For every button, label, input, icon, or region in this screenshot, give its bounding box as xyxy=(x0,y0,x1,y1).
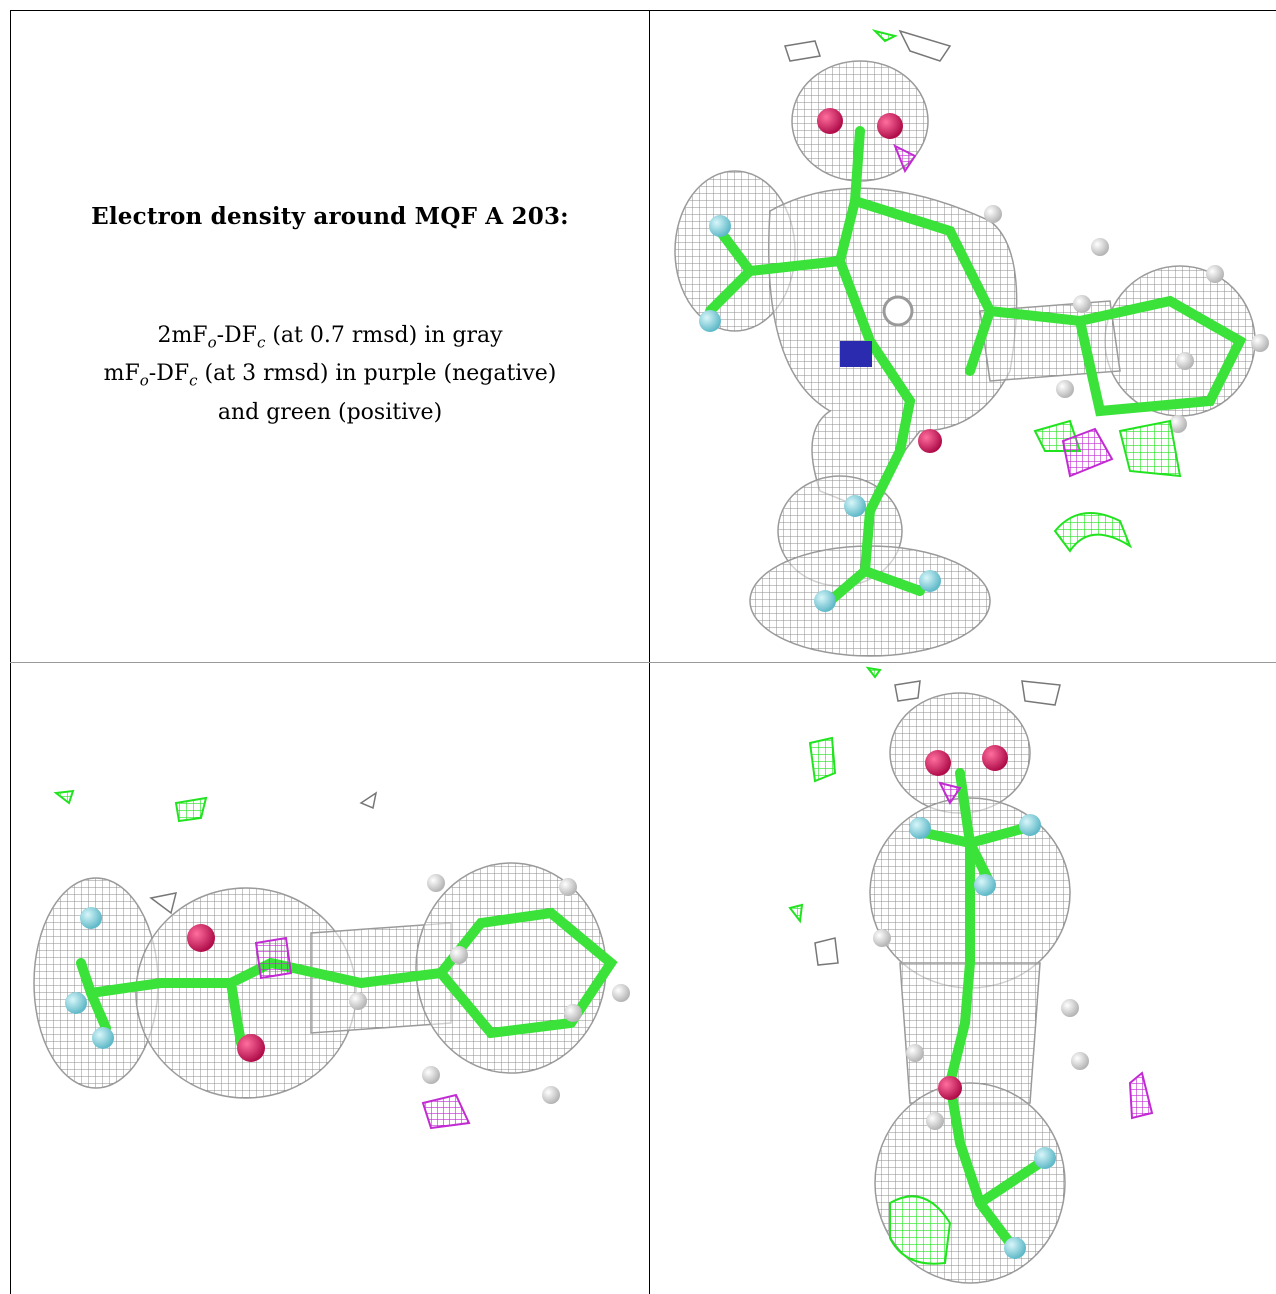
fluorine-atom xyxy=(699,310,721,332)
oxygen-atom xyxy=(982,745,1008,771)
hydrogen-atom xyxy=(427,874,445,892)
oxygen-atom xyxy=(187,924,215,952)
fluorine-atom xyxy=(919,570,941,592)
hydrogen-atom xyxy=(349,992,367,1010)
density-map-top xyxy=(650,11,1276,662)
legend-line-positive: and green (positive) xyxy=(10,397,650,428)
fluorine-atom xyxy=(1034,1147,1056,1169)
hydrogen-atom xyxy=(1061,999,1079,1017)
fluorine-atom xyxy=(1019,814,1041,836)
hydrogen-atom xyxy=(564,1004,582,1022)
hydrogen-atom xyxy=(450,946,468,964)
fluorine-atom xyxy=(1004,1237,1026,1259)
hydrogen-atom xyxy=(559,878,577,896)
gray-density-mesh xyxy=(675,61,1255,656)
hydrogen-atom xyxy=(612,984,630,1002)
fluorine-atom xyxy=(709,215,731,237)
oxygen-atom xyxy=(877,113,903,139)
fluorine-atom xyxy=(844,495,866,517)
hydrogen-atom xyxy=(1056,380,1074,398)
fluorine-atom xyxy=(92,1027,114,1049)
stray-gray-mesh xyxy=(785,31,950,61)
gray-density-mesh xyxy=(34,863,606,1098)
panel-front-view xyxy=(650,663,1276,1294)
caption-cell: Electron density around MQF A 203: 2mFo-… xyxy=(10,0,650,660)
fluorine-atom xyxy=(814,590,836,612)
hydrogen-atom xyxy=(984,205,1002,223)
hydrogen-atom xyxy=(1073,295,1091,313)
hydrogen-atom xyxy=(1176,352,1194,370)
hydrogen-atom xyxy=(422,1066,440,1084)
legend-line-difference: mFo-DFc (at 3 rmsd) in purple (negative) xyxy=(10,358,650,396)
oxygen-atom xyxy=(918,429,942,453)
hydrogen-atom xyxy=(1206,265,1224,283)
nitrogen-atom xyxy=(840,341,872,367)
hydrogen-atom xyxy=(873,929,891,947)
legend-line-gray: 2mFo-DFc (at 0.7 rmsd) in gray xyxy=(10,320,650,358)
hydrogen-atom xyxy=(906,1044,924,1062)
ring-hole xyxy=(884,297,912,325)
density-map-side xyxy=(11,663,649,1294)
hydrogen-atom xyxy=(926,1112,944,1130)
fluorine-atom xyxy=(974,874,996,896)
hydrogen-atom xyxy=(1071,1052,1089,1070)
caption-legend: 2mFo-DFc (at 0.7 rmsd) in gray mFo-DFc (… xyxy=(10,320,650,428)
hydrogen-atom xyxy=(1091,238,1109,256)
oxygen-atom xyxy=(817,108,843,134)
caption-title: Electron density around MQF A 203: xyxy=(10,203,650,230)
fluorine-atom xyxy=(909,817,931,839)
panel-top-view xyxy=(650,11,1276,662)
density-map-front xyxy=(650,663,1276,1294)
panel-side-view xyxy=(11,663,649,1294)
green-positive-mesh xyxy=(56,791,206,821)
fluorine-atom xyxy=(65,992,87,1014)
oxygen-atom xyxy=(938,1076,962,1100)
oxygen-atom xyxy=(925,750,951,776)
hydrogen-atom xyxy=(1251,334,1269,352)
oxygen-atom xyxy=(237,1034,265,1062)
fluorine-atom xyxy=(80,907,102,929)
hydrogen-atom xyxy=(542,1086,560,1104)
